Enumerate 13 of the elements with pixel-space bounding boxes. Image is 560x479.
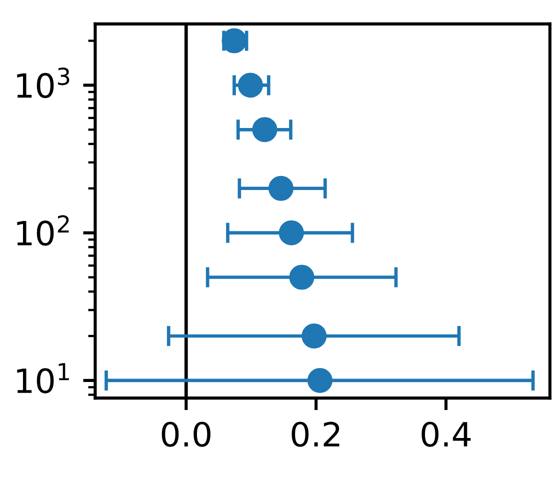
y-tick-label: 10$^{3}$ xyxy=(17,68,70,98)
point xyxy=(252,117,278,142)
point xyxy=(307,368,332,393)
point xyxy=(302,324,327,349)
y-tick-label: 10$^{1}$ xyxy=(17,363,69,394)
x-tick-label: 0.4 xyxy=(422,422,471,447)
x-tick-label: 0.2 xyxy=(292,422,340,447)
point xyxy=(268,176,294,201)
x-tick-label: 0.0 xyxy=(162,422,210,447)
y-tick-label: 10$^{2}$ xyxy=(17,215,69,246)
point xyxy=(289,264,314,290)
point xyxy=(278,220,304,246)
point xyxy=(238,72,263,98)
